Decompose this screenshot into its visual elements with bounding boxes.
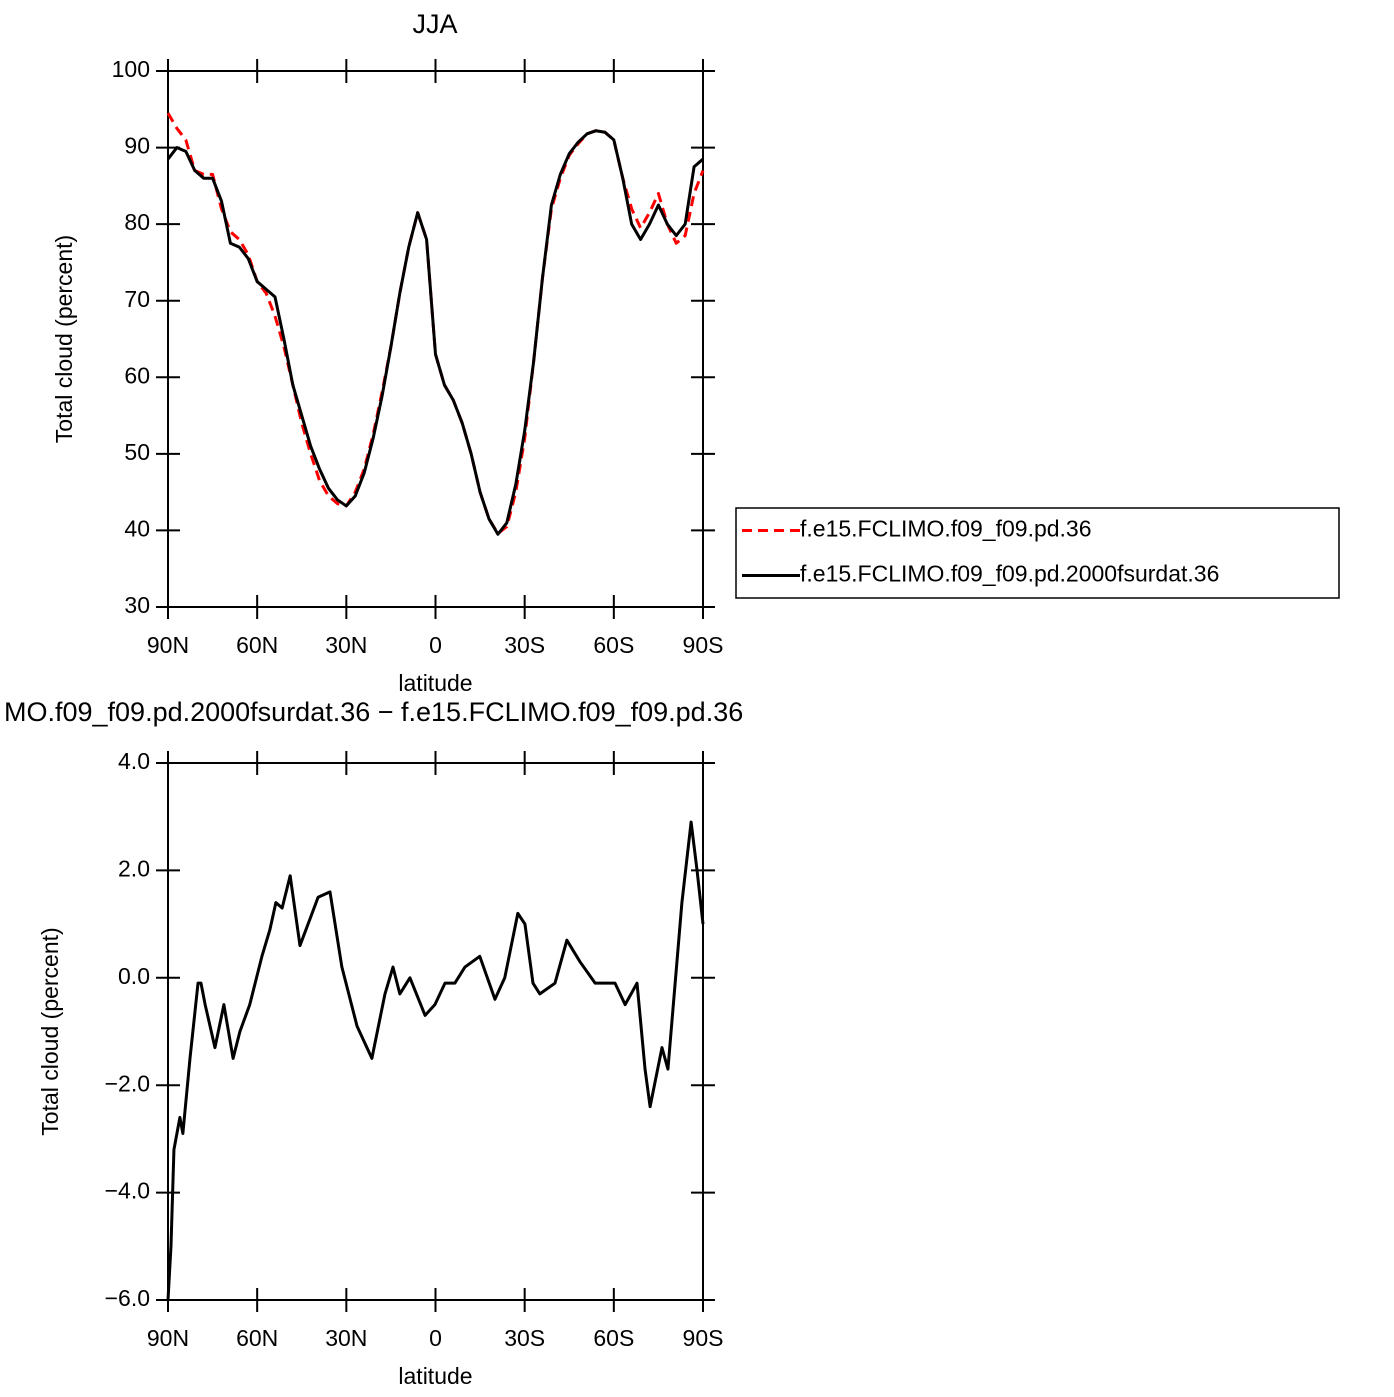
data-line	[166, 129, 704, 536]
y-tick-label: −4.0	[105, 1178, 150, 1204]
y-tick-label: 60	[124, 362, 150, 388]
x-tick-label: 30N	[325, 632, 367, 658]
y-tick-label: 2.0	[118, 855, 150, 881]
x-tick-label: 60S	[593, 632, 634, 658]
legend-box	[735, 507, 1340, 599]
x-tick-label: 0	[429, 632, 442, 658]
data-line	[166, 820, 705, 1301]
chart-title: JJA	[412, 9, 457, 39]
x-axis-label: latitude	[398, 670, 472, 696]
x-tick-label: 90N	[147, 632, 189, 658]
y-tick-label: 0.0	[118, 963, 150, 989]
y-tick-label: 50	[124, 439, 150, 465]
y-tick-label: 40	[124, 516, 150, 542]
y-tick-label: 4.0	[118, 748, 150, 774]
x-tick-label: 30S	[504, 632, 545, 658]
y-tick-label: 100	[112, 56, 150, 82]
legend-label: f.e15.FCLIMO.f09_f09.pd.2000fsurdat.36	[800, 561, 1219, 587]
x-tick-label: 30N	[325, 1325, 367, 1351]
x-tick-label: 0	[429, 1325, 442, 1351]
x-axis-label: latitude	[398, 1363, 472, 1389]
y-tick-label: 70	[124, 286, 150, 312]
x-tick-label: 60N	[236, 1325, 278, 1351]
x-tick-label: 30S	[504, 1325, 545, 1351]
x-tick-label: 60S	[593, 1325, 634, 1351]
y-tick-label: −2.0	[105, 1070, 150, 1096]
x-tick-label: 90S	[683, 1325, 724, 1351]
x-tick-label: 90S	[683, 632, 724, 658]
y-tick-label: 80	[124, 209, 150, 235]
chart-title: MO.f09_f09.pd.2000fsurdat.36 − f.e15.FCL…	[4, 697, 743, 727]
x-tick-label: 60N	[236, 632, 278, 658]
y-axis-label: Total cloud (percent)	[37, 927, 63, 1135]
y-tick-label: −6.0	[105, 1285, 150, 1311]
plot-frame	[167, 762, 704, 1301]
legend-label: f.e15.FCLIMO.f09_f09.pd.36	[800, 516, 1092, 542]
plot-frame	[167, 70, 704, 608]
y-tick-label: 90	[124, 133, 150, 159]
x-tick-label: 90N	[147, 1325, 189, 1351]
y-tick-label: 30	[124, 592, 150, 618]
y-axis-label: Total cloud (percent)	[51, 235, 77, 443]
